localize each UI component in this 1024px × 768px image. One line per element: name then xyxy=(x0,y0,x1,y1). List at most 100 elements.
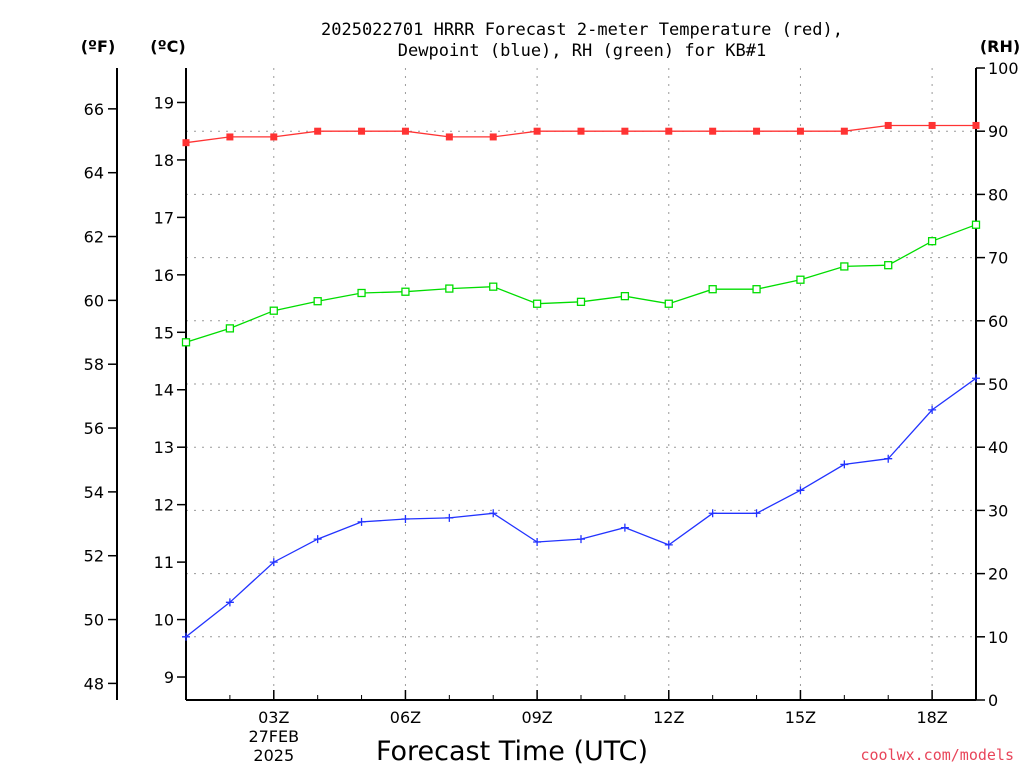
axes xyxy=(108,67,985,701)
data-point xyxy=(884,121,892,129)
data-point xyxy=(753,127,761,135)
data-point xyxy=(533,127,541,135)
data-point xyxy=(489,133,497,141)
data-point xyxy=(270,133,278,141)
rh-tick-label: 40 xyxy=(988,438,1008,457)
data-point xyxy=(401,127,409,135)
fahrenheit-tick-label: 52 xyxy=(84,547,104,566)
data-point xyxy=(225,324,235,333)
x-tick-label: 15Z xyxy=(785,708,816,727)
rh-tick-label: 90 xyxy=(988,122,1008,141)
data-point xyxy=(225,598,234,607)
x-tick-label: 03Z xyxy=(258,708,289,727)
data-point xyxy=(358,127,366,135)
celsius-unit-label: (ºC) xyxy=(150,37,185,56)
tick-labels: 9 10 11 12 13 14 15 16 17 18 19 48 50 52 54 56 58 60 62 64 6… xyxy=(84,59,1019,765)
x-axis-label: Forecast Time (UTC) xyxy=(376,736,648,767)
data-point xyxy=(752,509,761,518)
data-point xyxy=(445,133,453,141)
data-point xyxy=(577,127,585,135)
data-point xyxy=(752,285,761,294)
fahrenheit-tick-label: 58 xyxy=(84,355,104,374)
data-point xyxy=(269,558,278,567)
data-point xyxy=(577,535,585,544)
data-point xyxy=(840,127,848,135)
celsius-tick-label: 9 xyxy=(164,668,174,687)
chart-title: 2025022701 HRRR Forecast 2-meter Tempera… xyxy=(321,20,843,40)
data-point xyxy=(314,127,322,135)
x-tick-label: 18Z xyxy=(916,708,947,727)
data-point xyxy=(357,517,366,526)
data-point xyxy=(972,374,980,383)
celsius-tick-label: 16 xyxy=(154,266,174,285)
data-point xyxy=(401,515,410,524)
data-point xyxy=(182,139,190,147)
data-point xyxy=(357,288,366,298)
rh-tick-label: 10 xyxy=(988,628,1008,647)
data-point xyxy=(269,306,278,315)
data-point xyxy=(313,535,322,544)
data-point xyxy=(796,275,805,284)
data-point xyxy=(182,632,190,641)
data-point xyxy=(664,540,673,549)
celsius-tick-label: 12 xyxy=(154,496,174,515)
data-point xyxy=(971,220,981,229)
chart-subtitle: Dewpoint (blue), RH (green) for KB#1 xyxy=(398,41,766,61)
fahrenheit-tick-label: 66 xyxy=(84,100,104,119)
data-point xyxy=(620,523,629,532)
rh-tick-label: 0 xyxy=(988,691,998,710)
celsius-tick-label: 10 xyxy=(154,611,174,630)
celsius-tick-label: 19 xyxy=(154,93,174,112)
data-point xyxy=(576,297,586,306)
data-point xyxy=(445,284,454,293)
data-point xyxy=(796,486,805,495)
x-tick-label: 06Z xyxy=(390,708,421,727)
data-point xyxy=(928,405,937,414)
fahrenheit-tick-label: 50 xyxy=(84,611,104,630)
celsius-tick-label: 15 xyxy=(154,323,174,342)
rh-tick-label: 30 xyxy=(988,501,1008,520)
x-tick-label: 09Z xyxy=(521,708,552,727)
fahrenheit-tick-label: 48 xyxy=(84,674,104,693)
data-point xyxy=(313,297,322,306)
data-point xyxy=(709,127,717,135)
data-point xyxy=(708,285,717,294)
fahrenheit-tick-label: 56 xyxy=(84,419,104,438)
data-point xyxy=(927,237,937,246)
celsius-tick-label: 11 xyxy=(154,553,174,572)
rh-tick-label: 20 xyxy=(988,565,1008,584)
rh-unit-label: (RH) xyxy=(980,37,1020,56)
data-point xyxy=(181,338,191,347)
fahrenheit-tick-label: 62 xyxy=(84,228,104,247)
rh-tick-label: 70 xyxy=(988,249,1008,268)
data-point xyxy=(489,509,498,518)
data-point xyxy=(840,262,849,271)
data-point xyxy=(796,127,804,135)
rh-tick-label: 50 xyxy=(988,375,1008,394)
series-group xyxy=(181,121,981,641)
fahrenheit-tick-label: 60 xyxy=(84,291,104,310)
data-point xyxy=(445,513,454,522)
x-tick-label: 27FEB xyxy=(248,727,299,746)
rh-tick-label: 80 xyxy=(988,185,1008,204)
data-point xyxy=(884,261,893,270)
fahrenheit-tick-label: 64 xyxy=(84,164,104,183)
fahrenheit-tick-label: 54 xyxy=(84,483,104,502)
rh-tick-label: 60 xyxy=(988,312,1008,331)
data-point xyxy=(532,299,542,308)
celsius-tick-label: 13 xyxy=(154,438,174,457)
celsius-tick-label: 18 xyxy=(154,151,174,170)
fahrenheit-unit-label: (ºF) xyxy=(81,37,116,56)
credit-text: coolwx.com/models xyxy=(860,746,1014,764)
data-point xyxy=(928,121,936,129)
celsius-tick-label: 14 xyxy=(154,381,174,400)
data-point xyxy=(665,127,673,135)
data-point xyxy=(533,538,542,546)
x-tick-label: 12Z xyxy=(653,708,684,727)
data-point xyxy=(489,282,498,291)
data-point xyxy=(708,509,717,518)
x-tick-label: 2025 xyxy=(253,746,294,765)
series-line-1 xyxy=(185,377,977,638)
data-point xyxy=(621,127,629,135)
series-line-2 xyxy=(185,224,977,343)
